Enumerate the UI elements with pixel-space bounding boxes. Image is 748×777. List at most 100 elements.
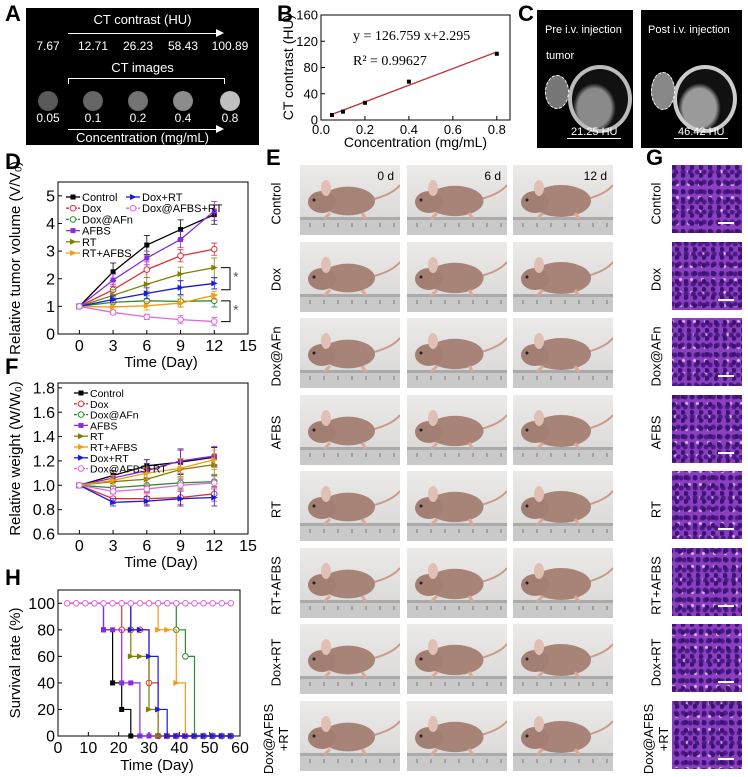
legend-label: Dox@AFBS+RT	[90, 464, 167, 476]
data-marker	[182, 653, 189, 660]
mouse-illustration	[513, 486, 613, 541]
data-marker	[146, 706, 153, 713]
survival-step-line	[67, 602, 231, 737]
data-marker	[164, 733, 171, 739]
ct-images-label: CT images	[111, 60, 174, 75]
body-scan	[673, 65, 737, 133]
data-marker	[177, 284, 185, 291]
legend-item: Dox+RT	[74, 453, 129, 465]
series-RT+AFBS	[67, 602, 235, 739]
data-marker	[110, 477, 117, 484]
x-tick-label: 30	[140, 740, 158, 757]
mouse-photo	[513, 241, 613, 312]
data-marker	[110, 303, 117, 310]
x-tick-label: 20	[110, 740, 128, 757]
data-marker	[211, 456, 218, 463]
y-tick-label: 1.0	[33, 478, 55, 495]
data-marker	[210, 479, 218, 487]
legend-marker	[78, 422, 84, 428]
legend-item: Dox@AFn	[74, 410, 139, 422]
data-marker	[210, 318, 218, 325]
body-scan	[568, 65, 632, 133]
y-axis-label: Relative weight (W/W₀)	[7, 381, 24, 536]
significance-star: *	[233, 302, 239, 318]
legend-label: Dox	[90, 399, 109, 411]
scale-bar	[718, 528, 734, 530]
data-marker	[178, 236, 184, 242]
scale-bar	[718, 451, 734, 454]
data-marker	[155, 626, 162, 633]
legend-item: AFBS	[66, 226, 111, 238]
x-tick-label: 0.2	[356, 122, 374, 137]
data-marker	[227, 599, 235, 607]
survival-step-line	[67, 602, 231, 737]
data-marker	[76, 481, 83, 489]
legend-item: Dox	[74, 399, 109, 411]
hu-value: 12.71	[77, 39, 109, 53]
data-marker	[119, 706, 125, 712]
panel-label-c: C	[518, 1, 534, 26]
data-marker	[143, 290, 151, 297]
legend-label: RT	[82, 237, 97, 249]
fit-line	[331, 51, 498, 115]
y-tick-label: 0	[46, 327, 55, 344]
mouse-photo: 6 d	[407, 165, 507, 235]
chart-F: 0 3 6 9 12 15 0.6 0.8 1.0 1.2 1.4 1.6 1.8 Time (Day) R…	[7, 380, 257, 571]
data-marker	[177, 465, 185, 472]
concentration-value: 0.05	[36, 111, 60, 125]
mouse-illustration	[513, 180, 613, 235]
panel-label-d: D	[5, 149, 21, 174]
data-marker	[76, 303, 83, 310]
data-marker	[110, 292, 117, 299]
mouse-photo	[513, 547, 613, 618]
x-tick-label: 15	[239, 538, 257, 555]
mouse-photo	[407, 471, 507, 541]
mouse-photo	[407, 241, 507, 312]
legend-label: AFBS	[82, 226, 111, 238]
data-marker	[177, 252, 184, 260]
data-marker	[177, 271, 185, 278]
x-tick-label: 9	[176, 338, 185, 355]
data-marker	[227, 733, 235, 739]
mouse-illustration	[300, 409, 400, 465]
plot-frame	[57, 181, 249, 335]
legend-marker	[78, 390, 84, 396]
series-Dox@AFBS+RT	[76, 303, 218, 327]
y-tick-label: 0	[311, 113, 318, 128]
pre-injection-title: Pre i.v. injection	[545, 24, 622, 36]
data-marker	[146, 653, 153, 660]
data-marker	[110, 269, 116, 275]
mouse-illustration	[513, 333, 613, 388]
ct-pre-injection-image: Pre i.v. injection tumor 21.25 HU	[537, 10, 633, 148]
legend-label: Dox	[82, 203, 102, 215]
data-marker	[210, 245, 218, 253]
concentration-value: 0.1	[84, 111, 102, 125]
scale-bar	[718, 298, 734, 301]
he-stain-image	[672, 318, 742, 386]
mouse-photo	[407, 394, 507, 465]
mouse-photo: 12 d	[513, 165, 613, 235]
y-tick-label: 160	[296, 8, 318, 23]
mouse-illustration	[513, 639, 613, 694]
legend-item: AFBS	[74, 420, 117, 432]
legend-item: RT+AFBS	[74, 442, 137, 454]
y-axis-label: CT contrast (HU)	[280, 15, 296, 121]
x-tick-label: 3	[109, 538, 118, 555]
he-stain-image	[672, 471, 742, 539]
hu-value: 7.67	[36, 39, 60, 53]
plot-frame	[57, 382, 249, 535]
data-marker	[211, 292, 218, 299]
arrow-right-icon-head	[216, 125, 224, 133]
data-marker	[211, 280, 218, 287]
y-tick-label: 1	[46, 299, 55, 316]
legend-item: Dox@AFn	[66, 214, 133, 226]
mouse-photo	[300, 394, 400, 465]
bracket	[68, 78, 225, 84]
mouse-illustration	[407, 256, 507, 312]
r-squared: R² = 0.99627	[353, 54, 427, 69]
y-tick-label: 60	[37, 649, 55, 666]
legend-item: RT	[66, 237, 97, 249]
chart-H: 0 10 20 30 40 50 60 0 20 40 60 80 100 Time (Day) Survi…	[7, 589, 249, 774]
data-marker	[144, 242, 150, 248]
